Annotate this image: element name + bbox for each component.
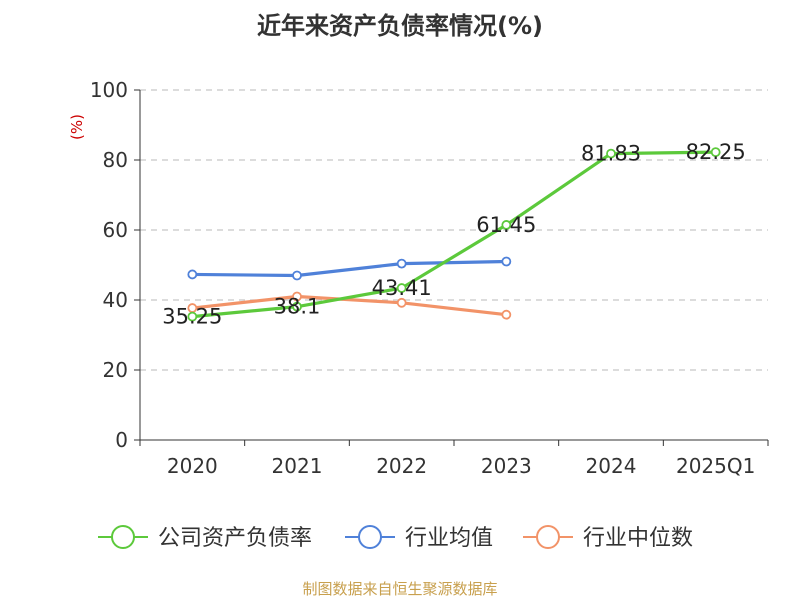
data-point: [606, 148, 616, 159]
chart-title: 近年来资产负债率情况(%): [257, 12, 543, 40]
series-line: [190, 150, 718, 319]
data-point: [501, 256, 512, 267]
y-tick-label: 40: [103, 288, 128, 312]
data-label: 35.25: [162, 305, 222, 329]
legend-label: 行业均值: [405, 526, 493, 551]
data-label: 81.83: [581, 142, 641, 166]
data-point: [710, 147, 721, 158]
data-point: [501, 309, 512, 320]
data-label: 82.25: [686, 140, 746, 164]
y-axis-label: (%): [68, 114, 86, 140]
series-lines: [187, 147, 721, 322]
legend: 公司资产负债率 行业均值 行业中位数: [98, 525, 693, 551]
x-tick-label: 2021: [272, 454, 323, 478]
y-tick-label: 100: [90, 78, 128, 102]
legend-marker: [111, 525, 135, 549]
legend-marker: [358, 525, 382, 549]
data-point: [292, 301, 302, 312]
data-point: [396, 283, 407, 293]
data-source-note: 制图数据来自恒生聚源数据库: [302, 580, 498, 598]
data-label: 61.45: [476, 213, 536, 237]
axes: 0 20 40 60 80 100 2020 2021 2022 2023 2024 2025Q1 (%…: [68, 78, 769, 478]
y-tick-label: 60: [103, 218, 128, 242]
x-tick-label: 2022: [376, 454, 427, 478]
data-point: [292, 291, 302, 302]
data-point: [396, 258, 407, 269]
series-line: [190, 259, 508, 278]
data-labels: 35.25 38.1 43.41 61.45 81.83 82.25: [162, 140, 745, 329]
x-tick-label: 2024: [586, 454, 637, 478]
y-tick-label: 20: [103, 358, 128, 382]
y-tick-label: 0: [115, 428, 128, 452]
legend-marker: [536, 525, 560, 549]
x-tick-label: 2025Q1: [676, 454, 755, 478]
data-point: [292, 270, 302, 281]
legend-label: 公司资产负债率: [158, 526, 312, 551]
data-point: [187, 311, 198, 322]
data-label: 43.41: [372, 276, 432, 300]
data-label: 38.1: [274, 295, 321, 319]
x-tick-label: 2023: [481, 454, 532, 478]
gridlines: [140, 89, 768, 371]
data-point: [501, 220, 512, 230]
series-line: [190, 294, 508, 317]
data-point: [396, 297, 407, 308]
y-tick-label: 80: [103, 148, 128, 172]
legend-label: 行业中位数: [583, 526, 693, 551]
data-point: [187, 269, 198, 280]
x-tick-label: 2020: [167, 454, 218, 478]
